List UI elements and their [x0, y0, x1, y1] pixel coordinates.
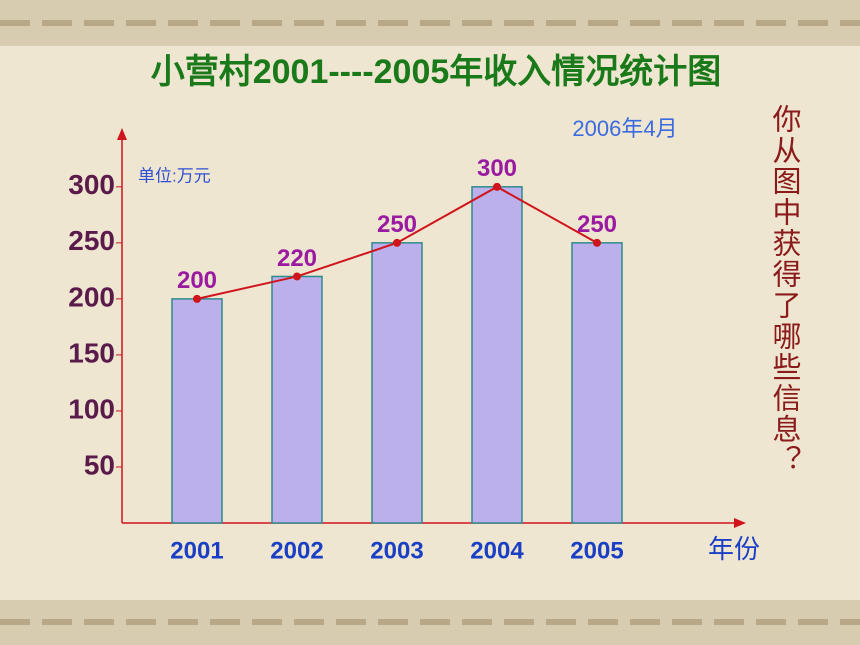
y-tick-label: 150 — [68, 337, 115, 368]
side-note: 你从图中获得了哪些信息？ — [768, 104, 802, 476]
line-point — [293, 272, 301, 281]
bar — [371, 242, 423, 524]
data-label: 220 — [277, 245, 317, 272]
y-tick-label: 50 — [84, 449, 115, 480]
line-point — [593, 238, 601, 247]
y-tick-label: 200 — [68, 281, 115, 312]
y-tick-label: 300 — [68, 169, 115, 200]
line-point — [193, 294, 201, 303]
data-label: 250 — [577, 211, 617, 238]
data-label: 200 — [177, 267, 217, 294]
data-label: 250 — [377, 211, 417, 238]
line-point — [393, 238, 401, 247]
x-tick-label: 2004 — [470, 537, 524, 564]
y-tick-label: 250 — [68, 225, 115, 256]
chart-subtitle: 2006年4月 — [572, 116, 677, 141]
x-tick-label: 2001 — [170, 537, 223, 564]
data-label: 300 — [477, 155, 517, 182]
bar — [471, 186, 523, 524]
x-tick-label: 2005 — [570, 537, 623, 564]
y-tick-label: 100 — [68, 393, 115, 424]
bar — [571, 242, 623, 524]
bar — [171, 298, 223, 524]
x-axis-label: 年份 — [708, 534, 760, 564]
border-pattern — [0, 20, 860, 625]
y-arrow — [117, 128, 127, 140]
bar — [271, 275, 323, 524]
line-point — [493, 182, 501, 191]
x-tick-label: 2003 — [370, 537, 423, 564]
unit-label: 单位:万元 — [138, 166, 211, 185]
x-arrow — [734, 518, 746, 528]
chart-title: 小营村2001----2005年收入情况统计图 — [151, 53, 722, 91]
x-tick-label: 2002 — [270, 537, 323, 564]
